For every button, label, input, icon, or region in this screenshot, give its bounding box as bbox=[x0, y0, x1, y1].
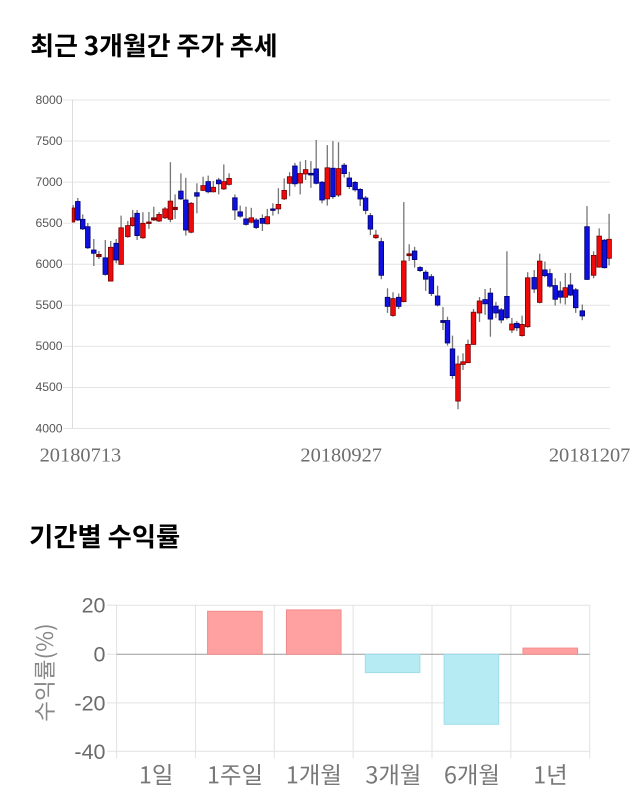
svg-text:-20: -20 bbox=[74, 691, 105, 715]
svg-text:7500: 7500 bbox=[35, 134, 62, 148]
svg-text:20180927: 20180927 bbox=[300, 444, 382, 466]
svg-text:5000: 5000 bbox=[35, 339, 62, 353]
svg-text:6500: 6500 bbox=[35, 216, 62, 230]
svg-text:4000: 4000 bbox=[35, 421, 62, 435]
svg-text:20: 20 bbox=[82, 594, 106, 618]
svg-text:7000: 7000 bbox=[35, 175, 62, 189]
svg-text:0: 0 bbox=[94, 643, 106, 667]
svg-text:20181207: 20181207 bbox=[549, 444, 631, 466]
svg-text:5500: 5500 bbox=[35, 298, 62, 312]
svg-text:6000: 6000 bbox=[35, 257, 62, 271]
svg-text:8000: 8000 bbox=[35, 93, 62, 107]
svg-text:-40: -40 bbox=[74, 740, 105, 764]
svg-text:20180713: 20180713 bbox=[40, 444, 122, 466]
svg-text:4500: 4500 bbox=[35, 380, 62, 394]
